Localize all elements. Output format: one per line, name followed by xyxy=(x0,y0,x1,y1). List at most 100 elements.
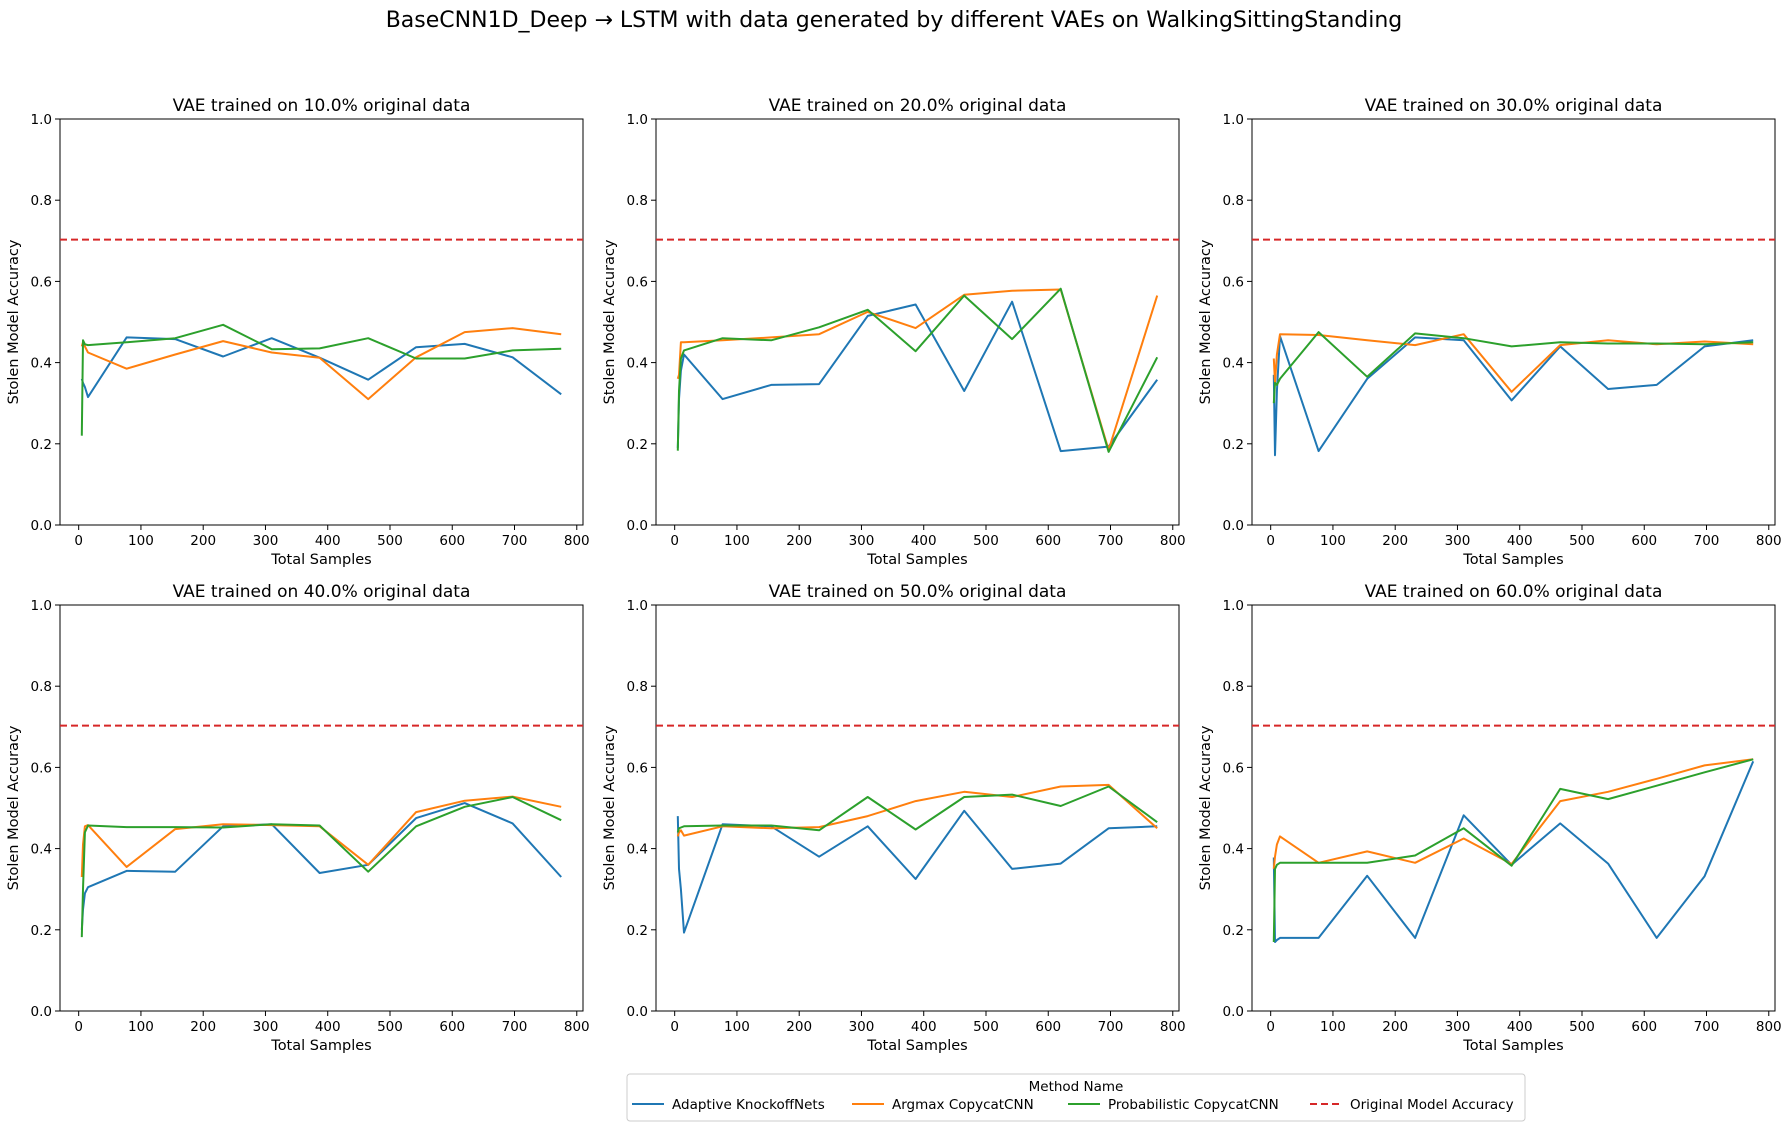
y-tick-label: 0.8 xyxy=(31,679,52,695)
series-line-adaptive-knockoffnets xyxy=(676,300,1159,453)
y-tick-label: 0.0 xyxy=(627,518,648,534)
x-tick-label: 200 xyxy=(1382,533,1408,549)
x-tick-label: 200 xyxy=(786,1019,812,1035)
x-tick-label: 700 xyxy=(1098,1019,1124,1035)
y-axis-label: Stolen Model Accuracy xyxy=(6,239,22,404)
y-tick-label: 0.2 xyxy=(1223,437,1244,453)
y-tick-label: 0.2 xyxy=(1223,923,1244,939)
y-tick-label: 0.6 xyxy=(627,760,648,776)
x-tick-label: 800 xyxy=(1756,1019,1782,1035)
x-axis-label: Total Samples xyxy=(866,1038,967,1054)
legend-label: Argmax CopycatCNN xyxy=(892,1097,1034,1113)
subplot-grid: VAE trained on 10.0% original data 0 100 20… xyxy=(6,96,1782,1054)
plot-frame xyxy=(59,118,584,526)
x-tick-label: 500 xyxy=(1569,533,1595,549)
x-tick-label: 700 xyxy=(502,533,528,549)
series-line-adaptive-knockoffnets xyxy=(80,336,562,399)
x-tick-label: 600 xyxy=(1035,1019,1061,1035)
x-tick-label: 300 xyxy=(849,1019,875,1035)
x-tick-label: 200 xyxy=(1382,1019,1408,1035)
x-tick-label: 100 xyxy=(128,533,154,549)
y-tick-label: 0.6 xyxy=(31,274,52,290)
x-tick-label: 0 xyxy=(1266,533,1275,549)
y-tick-label: 0.4 xyxy=(31,356,52,372)
y-tick-label: 0.2 xyxy=(31,923,52,939)
y-tick-label: 0.6 xyxy=(1223,760,1244,776)
x-tick-label: 200 xyxy=(190,1019,216,1035)
series-line-argmax-copycatcnn xyxy=(80,327,562,401)
plot-frame xyxy=(1251,118,1776,526)
legend-label: Adaptive KnockoffNets xyxy=(672,1097,825,1113)
series-group xyxy=(80,323,562,436)
subplot-title: VAE trained on 60.0% original data xyxy=(1365,582,1663,602)
x-tick-label: 600 xyxy=(439,533,465,549)
x-tick-label: 500 xyxy=(377,1019,403,1035)
y-axis-label: Stolen Model Accuracy xyxy=(1198,239,1214,404)
y-tick-label: 1.0 xyxy=(31,598,52,614)
x-tick-label: 300 xyxy=(849,533,875,549)
series-group xyxy=(676,287,1159,453)
series-line-probabilistic-copycatcnn xyxy=(676,785,1158,833)
x-tick-label: 0 xyxy=(670,533,679,549)
series-line-adaptive-knockoffnets xyxy=(80,802,562,930)
plot-frame xyxy=(59,604,584,1012)
series-group xyxy=(80,795,562,938)
x-tick-label: 800 xyxy=(564,533,590,549)
x-tick-label: 300 xyxy=(253,533,279,549)
y-tick-label: 0.8 xyxy=(627,679,648,695)
x-tick-label: 500 xyxy=(377,533,403,549)
x-tick-label: 100 xyxy=(724,533,750,549)
y-axis-label: Stolen Model Accuracy xyxy=(1198,725,1214,890)
x-tick-label: 500 xyxy=(1569,1019,1595,1035)
x-tick-label: 600 xyxy=(439,1019,465,1035)
x-axis-label: Total Samples xyxy=(866,552,967,568)
figure-title: BaseCNN1D_Deep → LSTM with data generate… xyxy=(386,8,1403,33)
x-axis-label: Total Samples xyxy=(270,1038,371,1054)
y-tick-label: 1.0 xyxy=(1223,112,1244,128)
x-axis-label: Total Samples xyxy=(1462,552,1563,568)
y-tick-label: 0.2 xyxy=(627,437,648,453)
y-tick-label: 0.0 xyxy=(627,1004,648,1020)
x-tick-label: 300 xyxy=(253,1019,279,1035)
x-tick-label: 800 xyxy=(1756,533,1782,549)
x-tick-label: 100 xyxy=(1320,1019,1346,1035)
y-tick-label: 0.0 xyxy=(1223,1004,1244,1020)
x-tick-label: 800 xyxy=(1160,1019,1186,1035)
x-tick-label: 800 xyxy=(564,1019,590,1035)
legend-box xyxy=(626,1073,1526,1122)
x-axis-label: Total Samples xyxy=(1462,1038,1563,1054)
y-tick-label: 0.4 xyxy=(31,842,52,858)
plot-frame xyxy=(655,604,1180,1012)
x-tick-label: 400 xyxy=(911,533,937,549)
subplot-1: VAE trained on 10.0% original data 0 100 20… xyxy=(6,96,590,568)
y-tick-label: 1.0 xyxy=(1223,598,1244,614)
x-tick-label: 700 xyxy=(1694,533,1720,549)
series-line-argmax-copycatcnn xyxy=(1272,758,1754,869)
subplot-6: VAE trained on 60.0% original data 0 100 20… xyxy=(1198,582,1782,1054)
subplot-title: VAE trained on 50.0% original data xyxy=(769,582,1067,602)
series-group xyxy=(676,783,1158,934)
series-line-argmax-copycatcnn xyxy=(80,795,562,878)
subplot-title: VAE trained on 10.0% original data xyxy=(173,96,471,116)
y-tick-label: 0.4 xyxy=(627,842,648,858)
subplot-4: VAE trained on 40.0% original data 0 100 20… xyxy=(6,582,590,1054)
x-tick-label: 300 xyxy=(1445,1019,1471,1035)
series-line-argmax-copycatcnn xyxy=(676,783,1158,837)
y-tick-label: 1.0 xyxy=(627,112,648,128)
x-tick-label: 400 xyxy=(315,1019,341,1035)
y-tick-label: 0.6 xyxy=(1223,274,1244,290)
y-tick-label: 0.0 xyxy=(1223,518,1244,534)
subplot-title: VAE trained on 30.0% original data xyxy=(1365,96,1663,116)
x-tick-label: 400 xyxy=(1507,1019,1533,1035)
x-tick-label: 700 xyxy=(502,1019,528,1035)
y-axis-label: Stolen Model Accuracy xyxy=(602,725,618,890)
x-tick-label: 200 xyxy=(190,533,216,549)
x-tick-label: 300 xyxy=(1445,533,1471,549)
x-tick-label: 600 xyxy=(1631,1019,1657,1035)
x-tick-label: 100 xyxy=(724,1019,750,1035)
y-tick-label: 0.4 xyxy=(1223,842,1244,858)
y-tick-label: 0.8 xyxy=(1223,679,1244,695)
x-tick-label: 100 xyxy=(128,1019,154,1035)
y-tick-label: 0.8 xyxy=(31,193,52,209)
